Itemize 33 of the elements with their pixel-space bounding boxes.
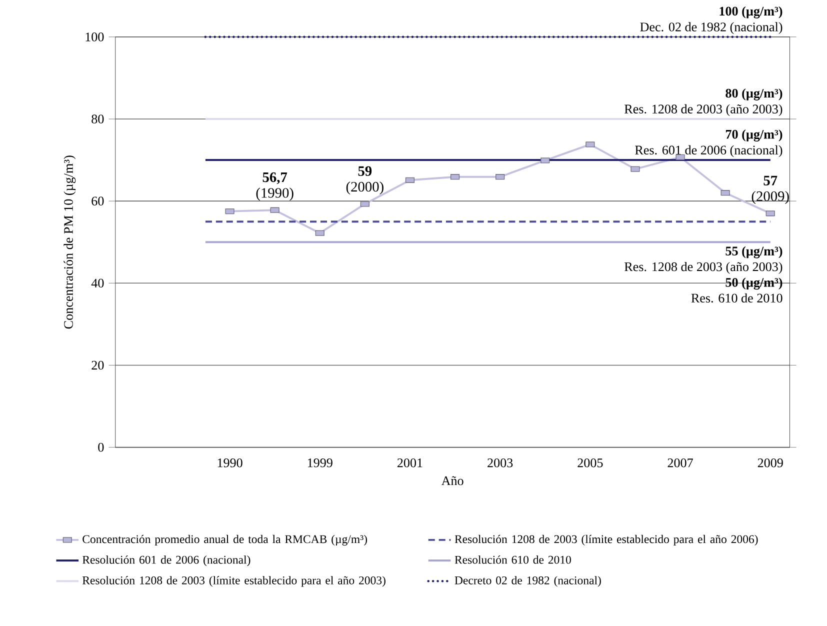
legend-label: Resolución 610 de 2010 <box>454 555 571 564</box>
data-label: 57 (2009) <box>752 176 789 204</box>
x-tick-label: 2009 <box>758 458 783 468</box>
x-tick-label: 1990 <box>218 458 242 468</box>
annotation: Dec. 02 de 1982 (nacional) <box>640 22 782 34</box>
y-tick-label: 40 <box>91 278 104 288</box>
annotation: 55 (µg/m³) <box>726 246 782 258</box>
legend-label: Resolución 601 de 2006 (nacional) <box>82 555 250 566</box>
annotation: Res. 1208 de 2003 (año 2003) <box>624 262 782 274</box>
y-tick-label: 0 <box>98 442 104 452</box>
y-tick-label: 60 <box>92 196 104 206</box>
data-label: 59 (2000) <box>346 166 384 194</box>
annotation: 100 (µg/m³) <box>720 6 782 18</box>
annotation: Res. 1208 de 2003 (año 2003) <box>624 104 782 116</box>
y-tick-label: 20 <box>92 360 104 370</box>
y-tick-label: 80 <box>92 114 104 124</box>
x-tick-label: 1999 <box>308 458 332 468</box>
data-label: 56,7 (1990) <box>256 172 294 201</box>
x-tick-label: 2005 <box>578 458 603 468</box>
x-tick-label: 2007 <box>668 458 693 468</box>
annotation: Res. 601 de 2006 (nacional) <box>635 145 782 157</box>
legend-label: Decreto 02 de 1982 (nacional) <box>454 576 601 587</box>
y-tick-label: 100 <box>86 32 104 42</box>
annotation: 70 (µg/m³) <box>726 129 782 142</box>
x-tick-label: 2003 <box>488 458 513 468</box>
x-tick-label: 2001 <box>397 458 422 468</box>
annotation: Res. 610 de 2010 <box>691 293 782 302</box>
legend-label: Resolución 1208 de 2003 (límite establecido para el año 2003) <box>82 576 386 587</box>
x-axis-title: Año <box>441 476 464 486</box>
annotation: 80 (µg/m³) <box>726 88 782 100</box>
y-axis-title: Concentración de PM 10 (µg/m³) <box>64 155 76 328</box>
legend-label: Resolución 1208 de 2003 (límite establecido para el año 2006) <box>454 534 758 546</box>
legend-label: Concentración promedio anual de toda la RMCAB (µg/m³) <box>82 534 368 546</box>
